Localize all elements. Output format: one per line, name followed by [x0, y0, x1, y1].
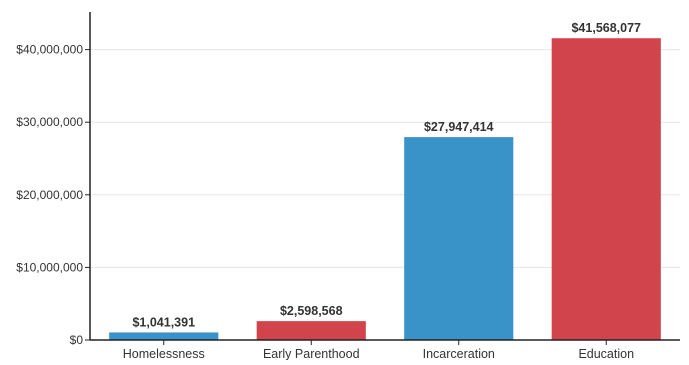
bar-education — [551, 38, 661, 340]
x-tick-label: Incarceration — [423, 347, 495, 360]
y-tick-label: $0 — [70, 333, 84, 347]
data-labels: $1,041,391 $2,598,568 $27,947,414 $41,568,0… — [132, 21, 641, 329]
axes — [89, 12, 680, 341]
bar-value-label: $2,598,568 — [280, 304, 343, 318]
x-tick-label: Education — [578, 347, 634, 360]
y-tick-label: $40,000,000 — [16, 43, 83, 57]
bar-early-parenthood — [256, 321, 366, 340]
bars — [109, 38, 661, 340]
y-tick-label: $20,000,000 — [16, 188, 83, 202]
bar-value-label: $41,568,077 — [571, 21, 641, 35]
bar-value-label: $1,041,391 — [132, 315, 195, 329]
x-tick-label: Homelessness — [123, 347, 205, 360]
bar-value-label: $27,947,414 — [424, 120, 494, 134]
x-axis-ticks: Homelessness Early Parenthood Incarceratio… — [123, 340, 634, 361]
bar-homelessness — [109, 332, 219, 340]
y-tick-label: $30,000,000 — [16, 115, 83, 129]
bar-incarceration — [404, 137, 514, 340]
y-axis-ticks: $0 $10,000,000 $20,000,000 $30,000,000 $40,0… — [16, 43, 90, 347]
y-tick-label: $10,000,000 — [16, 260, 83, 274]
x-tick-label: Early Parenthood — [263, 347, 360, 360]
